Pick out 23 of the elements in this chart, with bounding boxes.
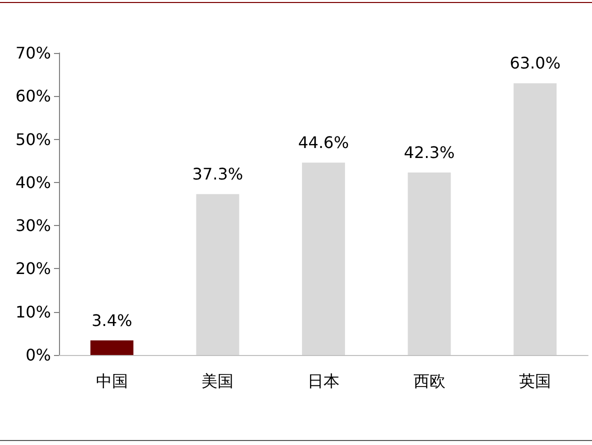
y-tick-label: 10%	[15, 302, 51, 322]
data-label: 44.6%	[298, 133, 349, 152]
x-tick-label: 美国	[202, 372, 234, 390]
y-tick-label: 50%	[15, 130, 51, 149]
bar	[408, 172, 451, 355]
data-label: 42.3%	[404, 143, 455, 162]
x-tick-label: 西欧	[413, 372, 446, 390]
x-tick-label: 英国	[519, 372, 552, 390]
x-tick-label: 日本	[308, 372, 340, 390]
y-tick-label: 0%	[26, 346, 51, 364]
y-tick-label: 40%	[15, 172, 51, 192]
bar	[196, 194, 240, 355]
bar	[514, 83, 557, 355]
bar	[90, 340, 134, 355]
y-tick-label: 20%	[15, 259, 51, 278]
data-label: 3.4%	[92, 310, 132, 330]
bar	[302, 162, 345, 355]
data-label: 37.3%	[192, 164, 244, 184]
x-tick-label: 中国	[96, 372, 128, 390]
y-tick-label: 70%	[15, 44, 51, 62]
data-label: 63.0%	[510, 54, 561, 73]
y-tick-label: 60%	[15, 86, 51, 106]
y-tick-label: 30%	[15, 216, 51, 236]
